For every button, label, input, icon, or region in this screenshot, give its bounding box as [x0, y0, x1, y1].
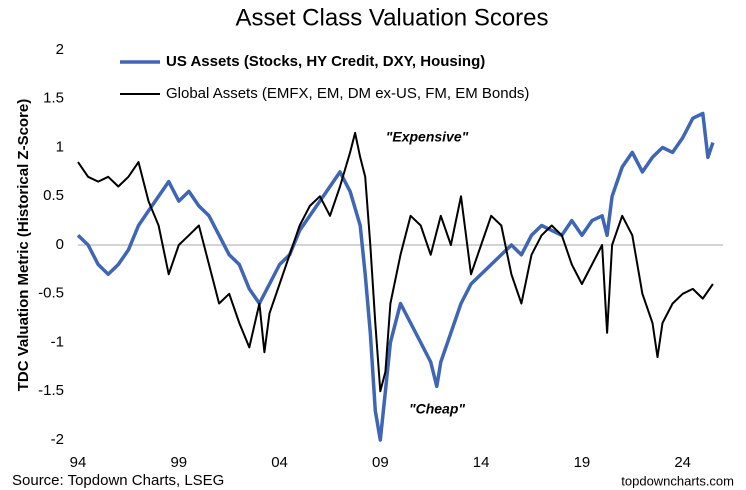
line-series	[76, 111, 715, 442]
x-tick-label: 04	[271, 454, 288, 471]
y-tick-label: 1	[56, 138, 64, 155]
x-tick-label: 94	[70, 454, 87, 471]
x-tick-label: 24	[674, 454, 691, 471]
y-tick-label: 0.5	[43, 187, 64, 204]
x-tick-label: 14	[473, 454, 490, 471]
line-series	[77, 131, 714, 393]
y-tick-label: -2	[51, 431, 64, 448]
y-axis-label: TDC Valuation Metric (Historical Z-Score…	[15, 99, 32, 392]
x-tick-label: 99	[170, 454, 187, 471]
y-tick-label: 1.5	[43, 90, 64, 107]
y-tick-label: -0.5	[38, 285, 64, 302]
annotation: "Cheap"	[409, 401, 465, 417]
legend-label: US Assets (Stocks, HY Credit, DXY, Housi…	[166, 53, 485, 70]
x-tick-label: 19	[574, 454, 591, 471]
y-tick-label: -1.5	[38, 382, 64, 399]
annotation: "Expensive"	[386, 129, 469, 145]
legend-label: Global Assets (EMFX, EM, DM ex-US, FM, E…	[166, 85, 529, 102]
watermark: topdowncharts.com	[621, 473, 734, 488]
chart-title: Asset Class Valuation Scores	[235, 4, 548, 31]
x-tick-label: 09	[372, 454, 389, 471]
source: Source: Topdown Charts, LSEG	[12, 472, 224, 489]
y-tick-label: 0	[56, 236, 64, 253]
y-tick-label: 2	[56, 41, 64, 58]
y-tick-label: -1	[51, 333, 64, 350]
